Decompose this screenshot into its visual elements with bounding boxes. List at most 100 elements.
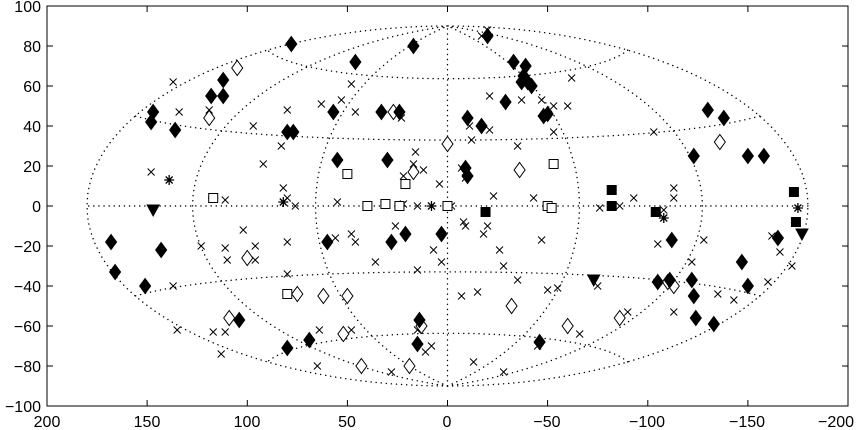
- filled-diamond-marker: [741, 277, 754, 295]
- cross-marker: [283, 270, 292, 278]
- open-square-marker: [282, 289, 293, 299]
- cross-marker: [175, 108, 184, 116]
- cross-marker: [459, 218, 468, 226]
- cross-marker: [435, 180, 444, 188]
- cross-marker: [411, 148, 420, 156]
- filled-diamond-marker: [327, 103, 340, 121]
- cross-marker: [291, 202, 300, 210]
- cross-marker: [351, 238, 360, 246]
- filled-diamond-marker: [139, 277, 152, 295]
- cross-marker: [485, 92, 494, 100]
- filled-diamond-marker: [393, 103, 406, 121]
- cross-marker: [776, 248, 784, 256]
- cross-marker: [629, 194, 638, 202]
- cross-marker: [347, 80, 356, 88]
- cross-marker: [391, 222, 400, 230]
- cross-marker: [147, 168, 155, 176]
- open-diamond-marker: [241, 249, 254, 267]
- asterisk-marker: [426, 201, 437, 211]
- open-diamond-marker: [403, 357, 416, 375]
- open-diamond-marker: [613, 309, 626, 327]
- cross-marker: [461, 222, 470, 230]
- open-square-marker: [394, 201, 405, 211]
- x-tick-label: 50: [338, 414, 356, 430]
- filled-diamond-marker: [435, 225, 448, 243]
- filled-diamond-marker: [651, 273, 664, 291]
- open-diamond-marker: [441, 135, 454, 153]
- filled-diamond-marker: [665, 231, 678, 249]
- open-square-marker: [546, 203, 557, 213]
- cross-marker: [479, 230, 488, 238]
- x-tick-label: 150: [134, 414, 161, 430]
- grid-parallel: [266, 332, 629, 363]
- open-diamond-marker: [291, 285, 304, 303]
- filled-diamond-marker: [285, 35, 298, 53]
- cross-marker: [649, 128, 658, 136]
- grid-parallel: [134, 271, 761, 297]
- filled-triangle-marker: [795, 228, 809, 242]
- asterisk-marker: [658, 213, 669, 223]
- cross-marker: [209, 328, 218, 336]
- filled-diamond-marker: [461, 109, 474, 127]
- cross-marker: [249, 122, 258, 130]
- open-square-marker: [400, 179, 411, 189]
- cross-marker: [221, 244, 230, 252]
- filled-diamond-marker: [233, 311, 246, 329]
- cross-marker: [437, 258, 446, 266]
- open-square-marker: [362, 201, 373, 211]
- filled-diamond-marker: [281, 339, 294, 357]
- cross-marker: [221, 196, 230, 204]
- filled-diamond-marker: [771, 229, 785, 247]
- filled-diamond-marker: [687, 147, 700, 165]
- cross-marker: [473, 288, 482, 296]
- open-diamond-marker: [561, 317, 574, 335]
- cross-marker: [699, 236, 708, 244]
- cross-marker: [788, 262, 796, 270]
- cross-marker: [315, 326, 324, 334]
- open-diamond-marker: [203, 109, 216, 127]
- asterisk-marker: [792, 203, 803, 213]
- cross-marker: [669, 308, 678, 316]
- open-diamond-marker: [337, 325, 350, 343]
- cross-marker: [277, 142, 286, 150]
- x-tick-label: −200: [818, 414, 854, 430]
- filled-diamond-marker: [707, 315, 720, 333]
- filled-diamond-marker: [303, 331, 316, 349]
- cross-marker: [495, 246, 504, 254]
- cross-marker: [537, 236, 546, 244]
- cross-marker: [615, 202, 624, 210]
- open-diamond-marker: [355, 357, 368, 375]
- filled-diamond-marker: [541, 105, 554, 123]
- filled-diamond-marker: [481, 27, 494, 45]
- open-diamond-marker: [231, 59, 244, 77]
- cross-marker: [575, 330, 584, 338]
- x-tick-label: 100: [234, 414, 261, 430]
- filled-diamond-marker: [108, 263, 122, 281]
- cross-marker: [513, 142, 522, 150]
- cross-marker: [259, 160, 268, 168]
- open-square-marker: [548, 159, 559, 169]
- open-diamond-marker: [407, 163, 420, 181]
- filled-diamond-marker: [507, 53, 520, 71]
- cross-marker: [469, 358, 478, 366]
- filled-diamond-marker: [717, 109, 730, 127]
- cross-marker: [513, 276, 522, 284]
- cross-marker: [239, 226, 248, 234]
- grid-parallel: [134, 115, 761, 141]
- cross-marker: [169, 282, 178, 290]
- cross-marker: [659, 206, 668, 214]
- cross-marker: [313, 362, 322, 370]
- cross-marker: [499, 262, 508, 270]
- filled-diamond-marker: [217, 71, 230, 89]
- open-square-marker: [442, 201, 453, 211]
- filled-diamond-marker: [321, 233, 334, 251]
- asterisk-marker: [164, 175, 175, 185]
- filled-square-marker: [480, 207, 491, 217]
- open-diamond-marker: [505, 297, 518, 315]
- filled-diamond-marker: [104, 233, 118, 251]
- y-tick-label: 20: [23, 159, 41, 176]
- filled-diamond-marker: [407, 37, 420, 55]
- cross-marker: [529, 194, 538, 202]
- cross-marker: [279, 184, 288, 192]
- cross-marker: [419, 166, 428, 174]
